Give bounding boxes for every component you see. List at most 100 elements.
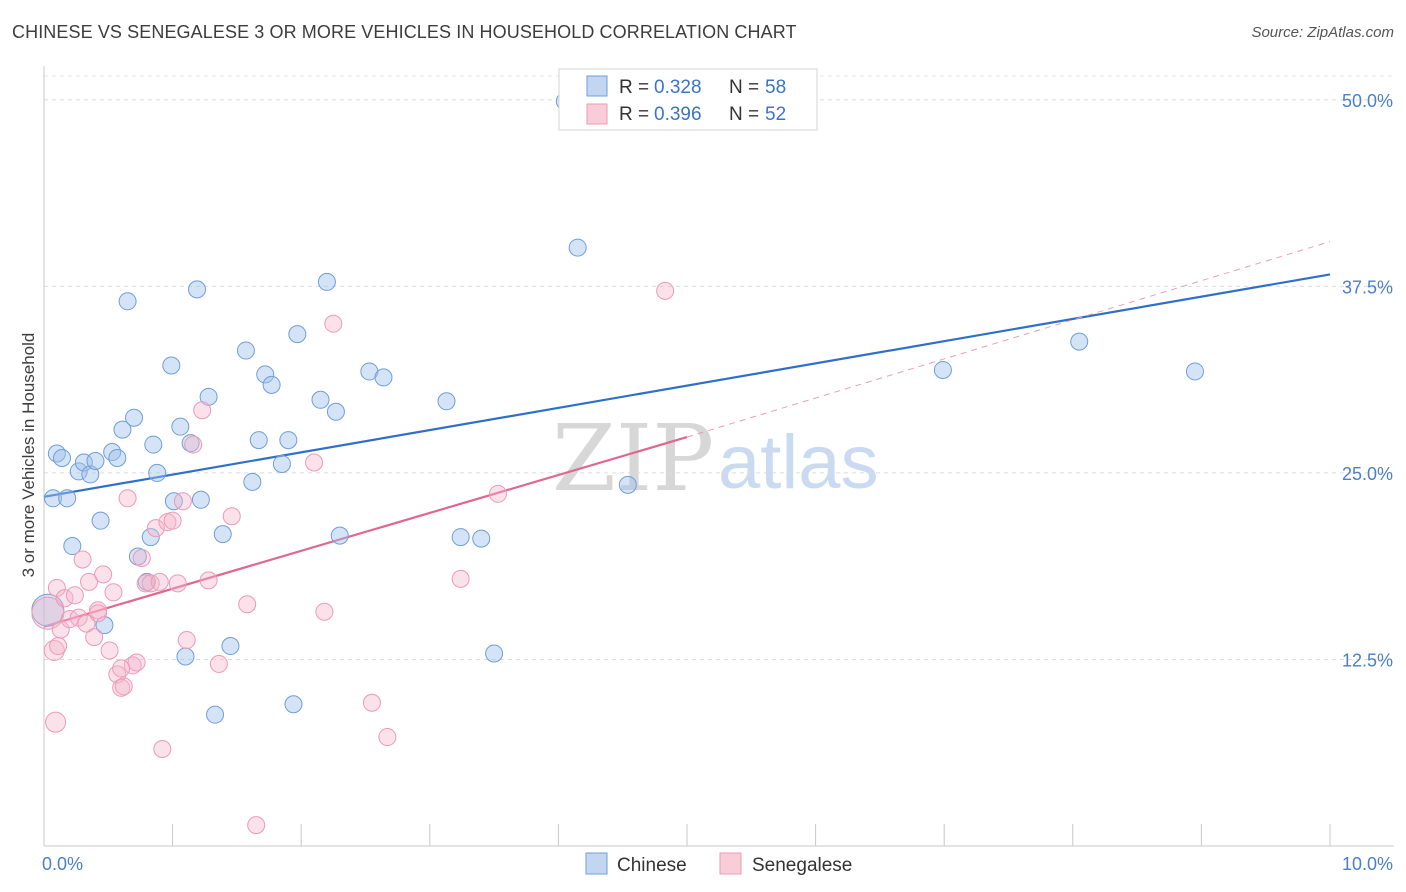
- legend: R = 0.328 N = 58 R = 0.396 N = 52: [558, 68, 818, 131]
- legend-chinese-n-label: N =: [729, 77, 759, 98]
- trend-lines: [43, 241, 1331, 628]
- y-axis-label: 3 or more Vehicles in Household: [19, 333, 38, 578]
- senegalese-point: [177, 631, 196, 650]
- bottom-legend: Chinese Senegalese: [585, 852, 852, 876]
- senegalese-point: [324, 314, 343, 333]
- y-tick-label: 37.5%: [1342, 277, 1393, 297]
- chinese-point: [311, 390, 330, 409]
- senegalese-point: [163, 511, 182, 530]
- chinese-point: [472, 529, 491, 548]
- watermark-atlas: atlas: [718, 420, 879, 505]
- chinese-point: [91, 511, 110, 530]
- chinese-point: [437, 392, 456, 411]
- chinese-point: [162, 356, 181, 375]
- senegalese-point: [89, 604, 108, 623]
- senegalese-point: [362, 693, 381, 712]
- senegalese-trend-extension: [686, 241, 1331, 438]
- legend-chinese-r-label: R =: [619, 77, 649, 98]
- chinese-point: [236, 341, 255, 360]
- senegalese-point: [60, 610, 79, 629]
- chinese-point: [176, 647, 195, 666]
- chinese-trend-line: [43, 273, 1331, 498]
- chinese-point: [95, 616, 114, 635]
- senegalese-point: [132, 548, 151, 567]
- chinese-point: [256, 365, 275, 384]
- senegalese-point: [222, 507, 241, 526]
- senegalese-point: [47, 578, 66, 597]
- chinese-point: [164, 492, 183, 511]
- chinese-point: [118, 292, 137, 311]
- senegalese-point: [656, 281, 675, 300]
- chinese-point: [81, 465, 100, 484]
- senegalese-point: [55, 589, 74, 608]
- chinese-point: [63, 537, 82, 556]
- chinese-point: [374, 368, 393, 387]
- chinese-point: [53, 449, 72, 467]
- legend-senegalese-swatch: [586, 103, 608, 125]
- axes: 12.5% 25.0% 37.5% 50.0% 0.0% 10.0%: [42, 66, 1394, 874]
- senegalese-point: [173, 492, 192, 511]
- chinese-point: [451, 528, 470, 547]
- legend-chinese-r-value: 0.328: [654, 77, 702, 98]
- chart-title: CHINESE VS SENEGALESE 3 OR MORE VEHICLES…: [12, 22, 797, 42]
- senegalese-point: [378, 728, 397, 747]
- chinese-point: [148, 463, 167, 482]
- chinese-point: [108, 449, 127, 467]
- chinese-point: [326, 402, 345, 421]
- senegalese-point: [451, 569, 470, 588]
- chinese-point: [279, 431, 298, 450]
- senegalese-point: [65, 586, 84, 605]
- senegalese-point: [45, 711, 67, 733]
- legend-senegalese-n-label: N =: [729, 104, 759, 125]
- chinese-point: [141, 528, 160, 547]
- senegalese-point: [49, 637, 68, 656]
- chinese-point: [288, 325, 307, 344]
- senegalese-point: [315, 602, 334, 621]
- chinese-point: [86, 451, 105, 470]
- chinese-point: [58, 489, 77, 508]
- senegalese-point: [146, 519, 165, 538]
- chinese-point: [272, 454, 291, 473]
- legend-senegalese-r-value: 0.396: [654, 104, 702, 125]
- senegalese-point: [305, 453, 324, 472]
- chinese-point: [262, 375, 281, 394]
- watermark-zip: ZIP: [552, 405, 714, 512]
- data-points: [31, 92, 1204, 835]
- senegalese-point: [199, 571, 218, 590]
- bottom-legend-chinese-label: Chinese: [617, 855, 687, 876]
- senegalese-point: [118, 489, 137, 508]
- bottom-legend-chinese-swatch: [585, 852, 608, 875]
- chinese-point: [113, 420, 132, 439]
- senegalese-trend-line: [43, 436, 688, 628]
- y-tick-label: 25.0%: [1342, 464, 1393, 484]
- y-tick-label: 12.5%: [1342, 650, 1393, 670]
- x-tick-label: 0.0%: [42, 854, 83, 874]
- chinese-point: [317, 272, 336, 291]
- bottom-legend-senegalese-label: Senegalese: [752, 855, 852, 876]
- senegalese-point: [73, 550, 92, 569]
- chinese-point: [618, 475, 637, 494]
- senegalese-point: [94, 565, 113, 584]
- legend-chinese-n-value: 58: [765, 77, 786, 98]
- legend-chinese-swatch: [586, 75, 608, 97]
- chinese-point: [213, 525, 232, 544]
- chinese-point: [144, 435, 163, 454]
- senegalese-point: [168, 574, 187, 593]
- chinese-point: [243, 472, 262, 491]
- chinese-point: [284, 695, 303, 714]
- chinese-point: [188, 280, 207, 299]
- legend-senegalese-r-label: R =: [619, 104, 649, 125]
- y-tick-label: 50.0%: [1342, 91, 1393, 111]
- chinese-point: [1070, 332, 1089, 351]
- senegalese-point: [209, 654, 228, 673]
- senegalese-point: [80, 572, 99, 591]
- senegalese-point: [247, 816, 266, 835]
- senegalese-point: [112, 659, 131, 678]
- senegalese-point: [141, 574, 160, 593]
- chinese-point: [1185, 362, 1204, 381]
- senegalese-point: [104, 583, 123, 602]
- chinese-point: [74, 453, 93, 472]
- senegalese-point: [488, 484, 507, 503]
- chinese-point: [221, 637, 240, 656]
- senegalese-point: [150, 572, 169, 591]
